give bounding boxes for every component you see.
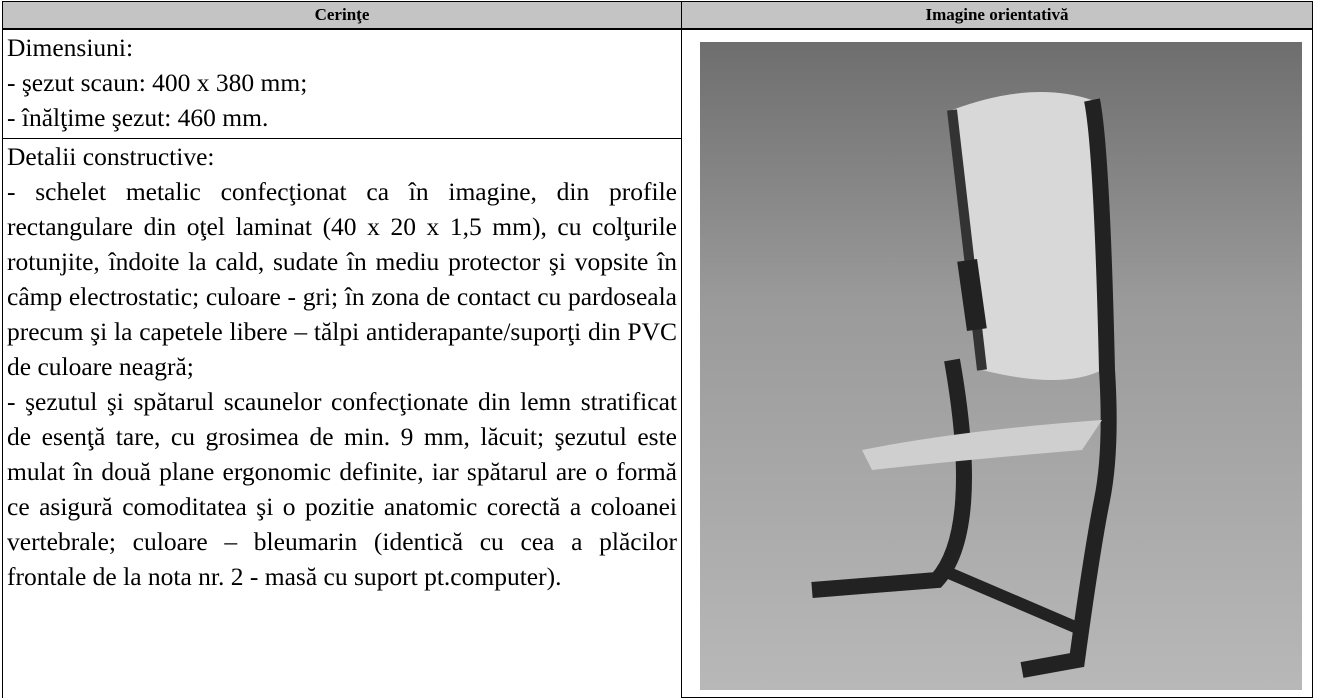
paragraph: - şezutul şi spătarul scaunelor confecţi… — [7, 387, 677, 591]
chair-image — [700, 42, 1302, 690]
chair-back — [952, 92, 1102, 380]
chair-slot — [957, 258, 987, 332]
text-line: - şezut scaun: 400 x 380 mm; — [7, 68, 308, 97]
header-cell: Cerinţe — [2, 1, 682, 29]
text-line: Dimensiuni: — [7, 33, 134, 62]
chair-frame — [939, 564, 1085, 636]
text-line: - înălţime şezut: 460 mm. — [7, 103, 269, 132]
text-line: Detalii constructive: — [7, 142, 215, 171]
paragraph: - schelet metalic confecţionat ca în ima… — [7, 177, 677, 381]
chair-seat — [862, 420, 1102, 470]
image-cell — [681, 29, 1313, 698]
row-cell: Detalii constructive: - schelet metalic … — [2, 138, 682, 698]
chair-frame — [1020, 98, 1117, 678]
header-cell: Imagine orientativă — [681, 1, 1313, 29]
row-cell: Dimensiuni: - şezut scaun: 400 x 380 mm;… — [2, 29, 682, 139]
